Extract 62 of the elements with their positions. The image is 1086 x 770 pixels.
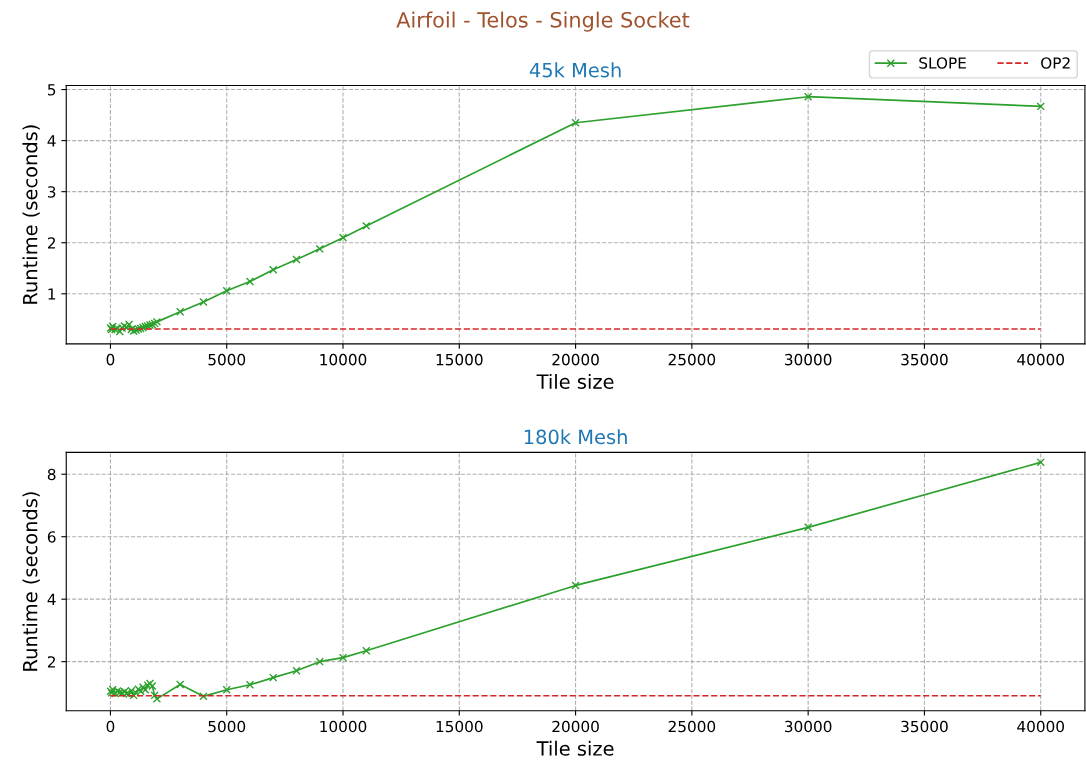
y-tick-label: 8 [47,468,56,481]
x-tick-label: 15000 [436,353,483,366]
point [571,581,580,590]
point [1036,102,1045,111]
x-tick-label: 25000 [668,720,716,733]
point [803,92,813,101]
point [571,118,580,127]
x-tick-label: 30000 [785,720,832,733]
point [222,286,231,295]
x-tick-label: 25000 [668,353,716,366]
point [338,233,348,242]
x-axis-title: Tile size [536,740,614,756]
point [245,277,255,286]
x-tick-label: 5000 [208,353,246,366]
point [315,657,324,666]
x-tick-label: 40000 [1017,353,1065,366]
legend-label: SLOPE [919,57,966,69]
point [176,680,185,689]
point [292,255,301,264]
point [803,523,813,532]
point [315,244,324,254]
x-tick-label: 0 [106,353,115,366]
x-tick-label: 10000 [320,720,367,733]
x-tick-label: 15000 [436,720,483,733]
legend-label: OP2 [1041,57,1070,69]
x-axis-title: Tile size [536,373,614,389]
x-tick-label: 10000 [320,353,367,366]
point [362,646,371,655]
x-tick-label: 20000 [552,720,599,733]
y-tick-label: 5 [47,84,56,96]
point [292,666,301,675]
y-axis-title: Runtime (seconds) [22,125,40,304]
point [199,692,208,701]
point [362,221,371,231]
point [176,307,185,316]
point [269,673,278,682]
y-tick-label: 2 [47,656,55,668]
point [150,691,159,700]
y-axis-title: Runtime (seconds) [22,492,40,671]
point [245,680,255,689]
chart-subtitle: 45k Mesh [529,62,621,78]
y-tick-label: 1 [48,288,56,300]
y-tick-label: 6 [47,531,56,543]
point [199,297,208,307]
chart-title: Airfoil - Telos - Single Socket [396,11,690,32]
x-tick-label: 0 [106,720,115,733]
chart-subtitle: 180k Mesh [524,429,627,445]
x-tick-label: 40000 [1017,720,1065,733]
y-tick-label: 4 [47,135,56,147]
point [1036,458,1045,467]
point [269,265,278,274]
y-tick-label: 4 [47,593,56,605]
y-tick-label: 3 [47,186,56,198]
x-tick-label: 5000 [208,720,246,733]
x-tick-label: 35000 [901,720,948,733]
x-tick-label: 35000 [901,353,948,366]
x-tick-label: 30000 [785,353,832,366]
y-tick-label: 2 [47,237,55,249]
point [222,685,231,694]
x-tick-label: 20000 [552,353,599,366]
point [152,694,162,704]
point [338,653,348,662]
